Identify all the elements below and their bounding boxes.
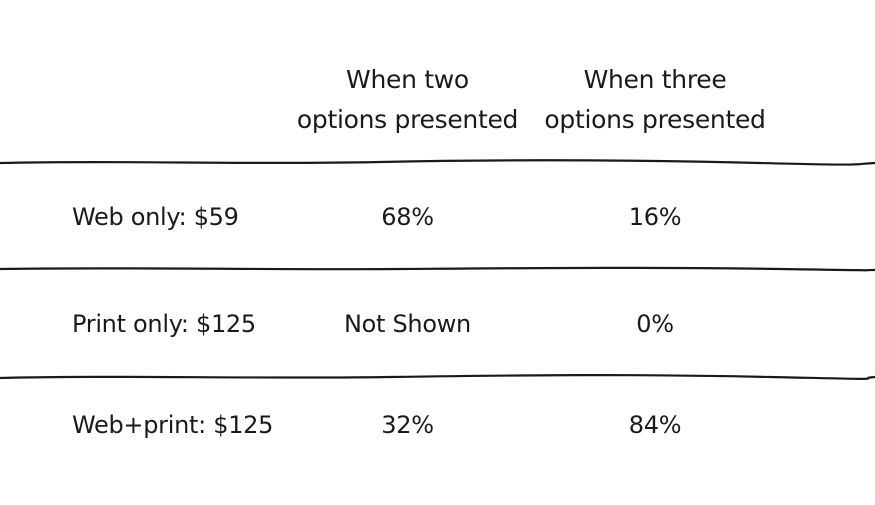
column-header-three-options: When three options presented: [540, 60, 770, 140]
row-divider: [0, 159, 875, 166]
row-label-print-only: Print only: $125: [72, 310, 256, 338]
cell-web-print-two: 32%: [381, 411, 434, 439]
cell-web-only-three: 16%: [628, 203, 682, 231]
row-divider: [0, 266, 875, 272]
row-label-web-print: Web+print: $125: [72, 411, 274, 439]
column-header-two-options: When two options presented: [295, 60, 520, 140]
cell-web-only-two: 68%: [381, 203, 434, 231]
column-header-three-line1: When three: [583, 65, 727, 94]
cell-print-only-two: Not Shown: [344, 310, 471, 338]
row-divider: [0, 374, 875, 380]
column-header-three-line2: options presented: [544, 105, 766, 134]
column-header-two-line1: When two: [346, 65, 469, 94]
row-label-web-only: Web only: $59: [72, 203, 239, 231]
cell-print-only-three: 0%: [636, 310, 674, 338]
column-header-two-line2: options presented: [296, 105, 519, 134]
cell-web-print-three: 84%: [628, 411, 682, 439]
